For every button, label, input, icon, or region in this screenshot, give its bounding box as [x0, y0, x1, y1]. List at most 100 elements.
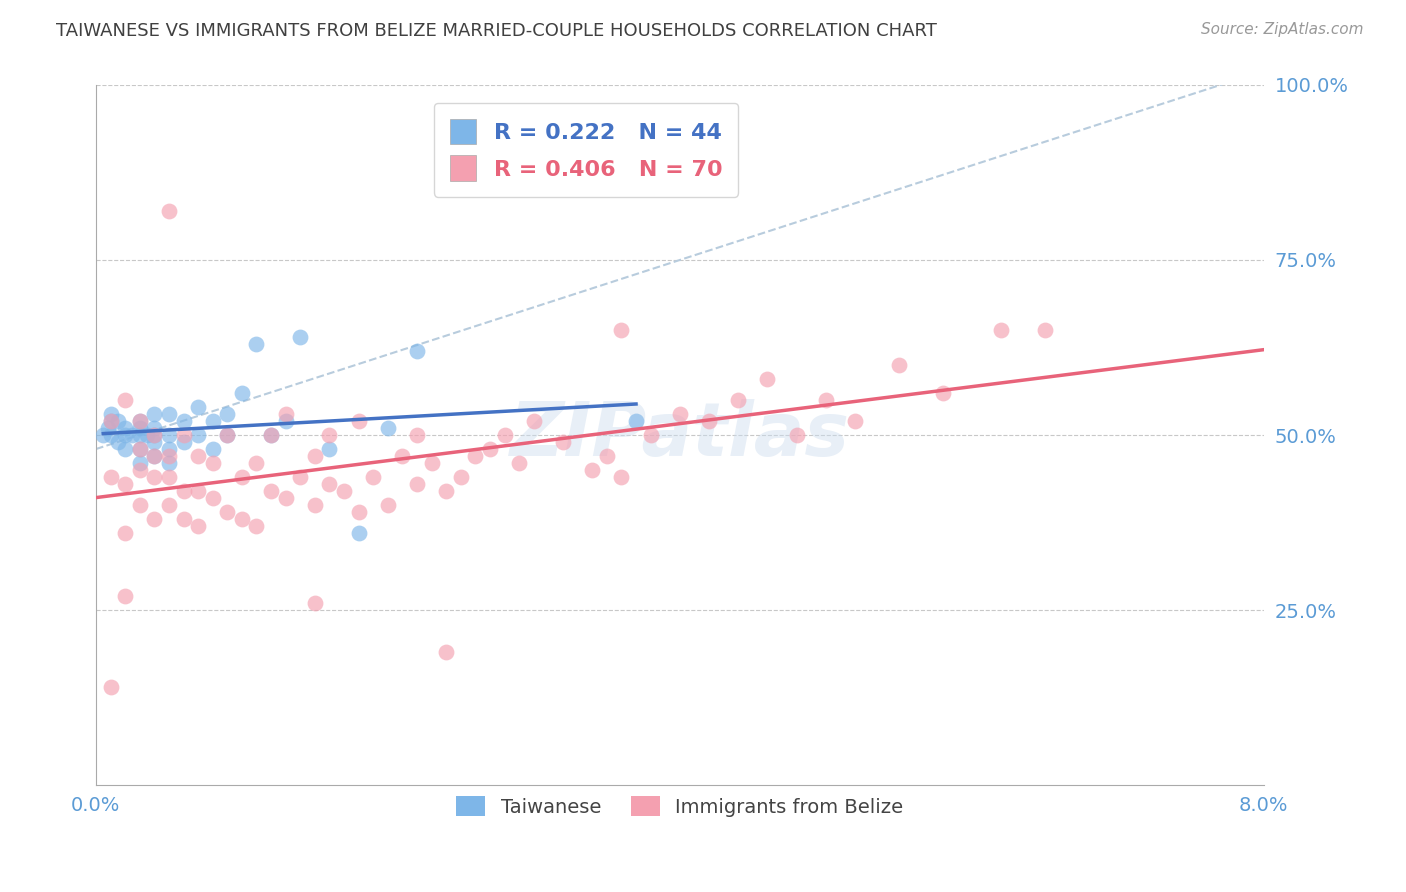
Point — [274, 407, 297, 421]
Point — [274, 414, 297, 428]
Point — [697, 414, 720, 428]
Point — [377, 421, 399, 435]
Point — [157, 204, 180, 219]
Text: TAIWANESE VS IMMIGRANTS FROM BELIZE MARRIED-COUPLE HOUSEHOLDS CORRELATION CHART: TAIWANESE VS IMMIGRANTS FROM BELIZE MARR… — [56, 22, 938, 40]
Point — [217, 428, 239, 442]
Point — [333, 484, 356, 499]
Point — [173, 435, 195, 450]
Point — [377, 498, 399, 512]
Point — [136, 428, 159, 442]
Point — [347, 505, 370, 519]
Point — [128, 414, 150, 428]
Point — [97, 421, 120, 435]
Point — [201, 414, 224, 428]
Point — [128, 456, 150, 470]
Point — [245, 456, 267, 470]
Point — [406, 477, 429, 491]
Point — [434, 484, 457, 499]
Point — [107, 435, 129, 450]
Point — [157, 428, 180, 442]
Point — [201, 491, 224, 505]
Point — [479, 442, 502, 456]
Point — [260, 428, 283, 442]
Legend: Taiwanese, Immigrants from Belize: Taiwanese, Immigrants from Belize — [449, 789, 911, 824]
Point — [157, 407, 180, 421]
Point — [1033, 323, 1056, 337]
Point — [887, 358, 910, 372]
Point — [990, 323, 1012, 337]
Point — [157, 456, 180, 470]
Point — [187, 484, 209, 499]
Point — [100, 680, 122, 694]
Point — [201, 442, 224, 456]
Point — [610, 323, 633, 337]
Point — [114, 392, 136, 407]
Point — [347, 414, 370, 428]
Point — [290, 470, 312, 484]
Point — [143, 421, 166, 435]
Point — [581, 463, 603, 477]
Point — [173, 512, 195, 526]
Point — [187, 428, 209, 442]
Point — [318, 477, 340, 491]
Point — [494, 428, 516, 442]
Point — [157, 449, 180, 463]
Point — [217, 428, 239, 442]
Point — [434, 645, 457, 659]
Point — [187, 400, 209, 414]
Point — [100, 414, 122, 428]
Point — [844, 414, 866, 428]
Point — [173, 414, 195, 428]
Point — [143, 470, 166, 484]
Point — [596, 449, 619, 463]
Point — [128, 421, 150, 435]
Point — [128, 414, 150, 428]
Point — [260, 484, 283, 499]
Point — [931, 386, 953, 401]
Point — [245, 519, 267, 533]
Point — [100, 470, 122, 484]
Point — [157, 498, 180, 512]
Point — [91, 428, 114, 442]
Point — [391, 449, 413, 463]
Point — [114, 477, 136, 491]
Point — [128, 428, 150, 442]
Point — [201, 456, 224, 470]
Point — [508, 456, 530, 470]
Point — [551, 435, 574, 450]
Point — [100, 407, 122, 421]
Point — [143, 449, 166, 463]
Point — [100, 414, 122, 428]
Point — [727, 392, 749, 407]
Point — [114, 421, 136, 435]
Point — [347, 526, 370, 541]
Point — [624, 414, 647, 428]
Point — [523, 414, 546, 428]
Point — [114, 428, 136, 442]
Point — [406, 428, 429, 442]
Point — [100, 428, 122, 442]
Point — [450, 470, 472, 484]
Point — [245, 337, 267, 351]
Point — [786, 428, 808, 442]
Point — [107, 414, 129, 428]
Point — [640, 428, 662, 442]
Point — [318, 442, 340, 456]
Point — [814, 392, 837, 407]
Point — [173, 484, 195, 499]
Point — [128, 498, 150, 512]
Point — [260, 428, 283, 442]
Point — [610, 470, 633, 484]
Point — [318, 428, 340, 442]
Point — [231, 512, 253, 526]
Point — [304, 498, 326, 512]
Point — [756, 372, 779, 386]
Point — [157, 470, 180, 484]
Point — [669, 407, 692, 421]
Point — [114, 526, 136, 541]
Point — [361, 470, 384, 484]
Point — [231, 386, 253, 401]
Point — [304, 449, 326, 463]
Point — [114, 442, 136, 456]
Point — [187, 449, 209, 463]
